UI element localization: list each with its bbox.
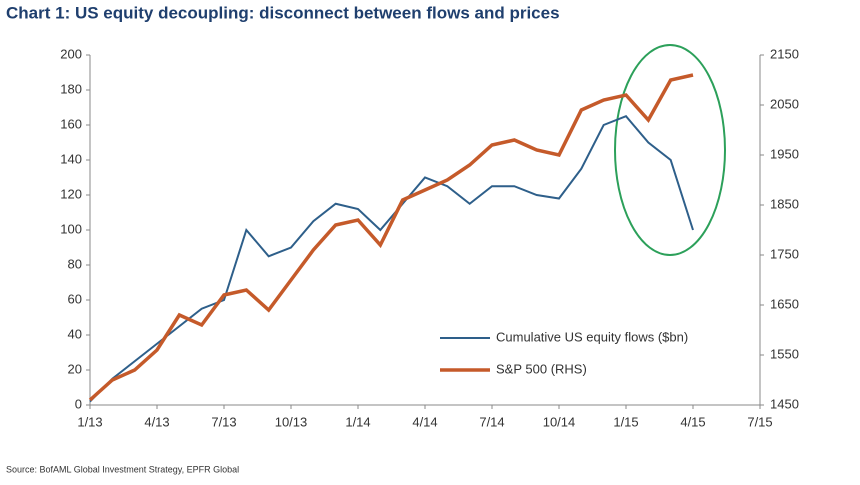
y2-tick-label: 1550 xyxy=(770,346,799,361)
x-tick-label: 7/14 xyxy=(479,414,504,429)
y2-tick-label: 1850 xyxy=(770,196,799,211)
y2-tick-label: 2050 xyxy=(770,96,799,111)
x-tick-label: 1/15 xyxy=(613,414,638,429)
y-tick-label: 60 xyxy=(68,291,82,306)
y-tick-label: 140 xyxy=(60,151,82,166)
y-tick-label: 80 xyxy=(68,256,82,271)
x-tick-label: 7/15 xyxy=(747,414,772,429)
legend-label: Cumulative US equity flows ($bn) xyxy=(496,329,688,344)
y-tick-label: 120 xyxy=(60,186,82,201)
highlight-ellipse xyxy=(614,44,726,256)
y2-tick-label: 1450 xyxy=(770,396,799,411)
x-tick-label: 4/13 xyxy=(144,414,169,429)
x-tick-label: 4/14 xyxy=(412,414,437,429)
x-tick-label: 10/13 xyxy=(275,414,308,429)
x-tick-label: 4/15 xyxy=(680,414,705,429)
y2-tick-label: 1950 xyxy=(770,146,799,161)
y2-tick-label: 1750 xyxy=(770,246,799,261)
y-tick-label: 20 xyxy=(68,361,82,376)
series-line xyxy=(88,73,694,402)
y-tick-label: 100 xyxy=(60,221,82,236)
y2-tick-label: 1650 xyxy=(770,296,799,311)
y-tick-label: 180 xyxy=(60,81,82,96)
chart-title: Chart 1: US equity decoupling: disconnec… xyxy=(6,3,560,22)
y-tick-label: 40 xyxy=(68,326,82,341)
x-tick-label: 7/13 xyxy=(211,414,236,429)
y-tick-label: 0 xyxy=(75,396,82,411)
y-tick-label: 160 xyxy=(60,116,82,131)
x-tick-label: 1/14 xyxy=(345,414,370,429)
x-tick-label: 10/14 xyxy=(543,414,576,429)
series-line xyxy=(89,115,694,403)
y-tick-label: 200 xyxy=(60,46,82,61)
x-tick-label: 1/13 xyxy=(77,414,102,429)
legend-label: S&P 500 (RHS) xyxy=(496,361,587,376)
y2-tick-label: 2150 xyxy=(770,46,799,61)
source: Source: BofAML Global Investment Strateg… xyxy=(6,464,239,474)
